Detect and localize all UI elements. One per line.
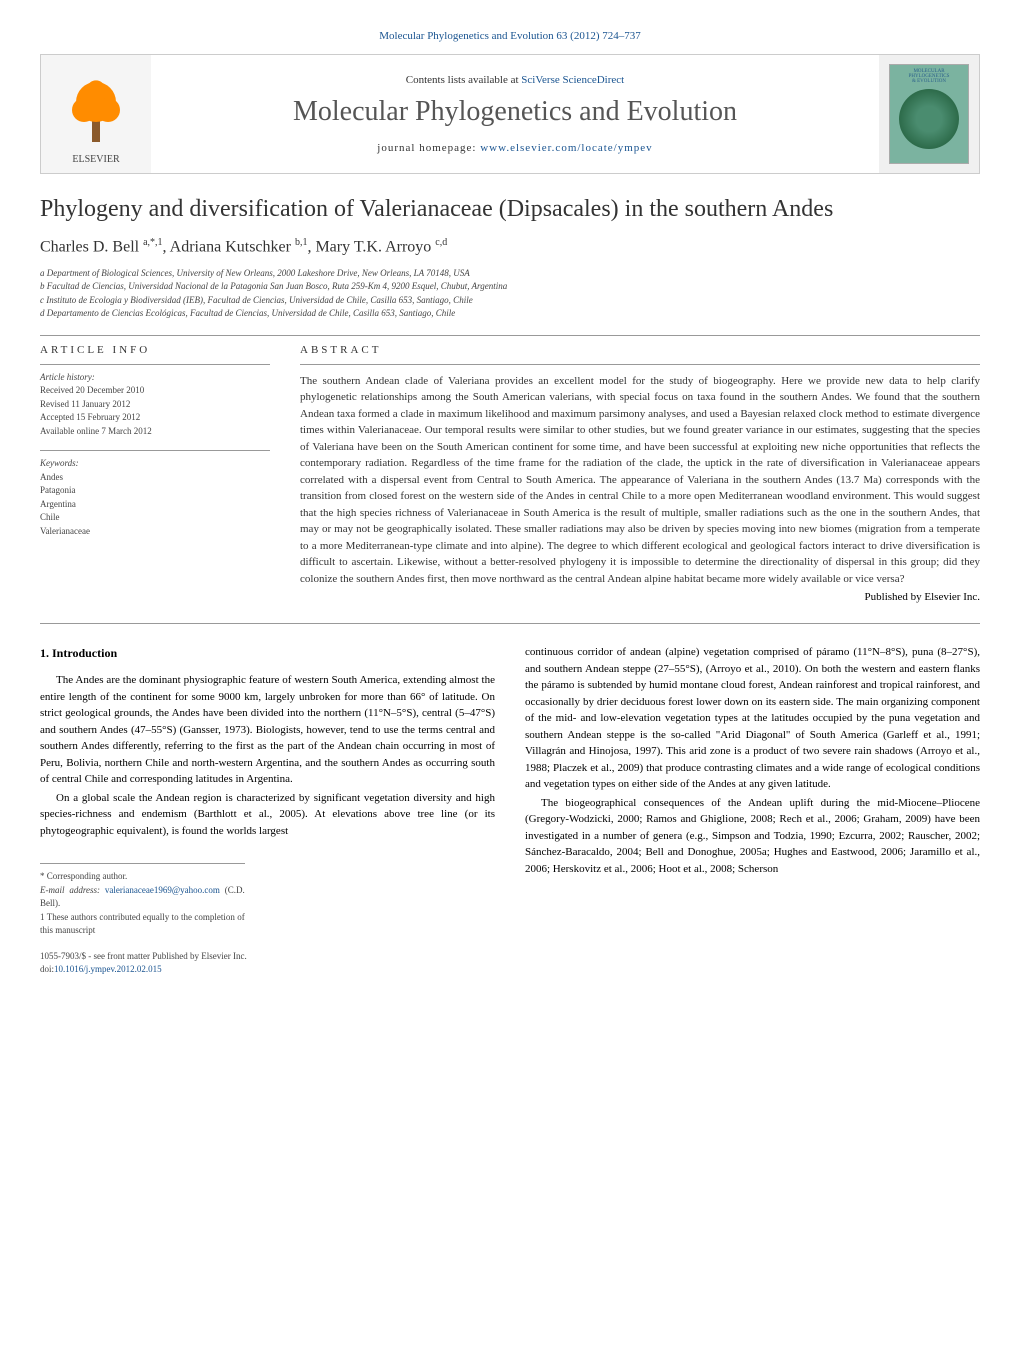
abstract-text: The southern Andean clade of Valeriana p… [300, 364, 980, 588]
affiliation-c: c Instituto de Ecologia y Biodiversidad … [40, 294, 980, 308]
history-revised: Revised 11 January 2012 [40, 398, 270, 412]
keyword-4: Valerianaceae [40, 525, 270, 539]
divider [40, 623, 980, 624]
banner-center: Contents lists available at SciVerse Sci… [151, 55, 879, 173]
divider [40, 335, 980, 336]
keywords-block: Keywords: Andes Patagonia Argentina Chil… [40, 450, 270, 538]
abstract-column: ABSTRACT The southern Andean clade of Va… [300, 344, 980, 604]
journal-banner: ELSEVIER Contents lists available at Sci… [40, 54, 980, 174]
article-info-column: ARTICLE INFO Article history: Received 2… [40, 344, 270, 604]
authors-line: Charles D. Bell a,*,1, Adriana Kutschker… [40, 237, 980, 256]
affiliation-a: a Department of Biological Sciences, Uni… [40, 267, 980, 281]
publisher-logo-box: ELSEVIER [41, 55, 151, 173]
affiliations-block: a Department of Biological Sciences, Uni… [40, 267, 980, 321]
journal-homepage-line: journal homepage: www.elsevier.com/locat… [171, 142, 859, 154]
contents-line: Contents lists available at SciVerse Sci… [171, 74, 859, 86]
article-history-block: Article history: Received 20 December 20… [40, 364, 270, 439]
affiliation-d: d Departamento de Ciencias Ecológicas, F… [40, 307, 980, 321]
doi-label: doi: [40, 964, 54, 974]
affiliation-b: b Facultad de Ciencias, Universidad Naci… [40, 280, 980, 294]
journal-name: Molecular Phylogenetics and Evolution [171, 96, 859, 128]
col2-para-2: The biogeographical consequences of the … [525, 795, 980, 878]
journal-cover-thumbnail: MOLECULAR PHYLOGENETICS & EVOLUTION [889, 64, 969, 164]
doi-link[interactable]: 10.1016/j.ympev.2012.02.015 [54, 964, 162, 974]
elsevier-tree-icon [56, 70, 136, 150]
keyword-2: Argentina [40, 498, 270, 512]
publisher-name: ELSEVIER [49, 154, 143, 165]
contents-prefix: Contents lists available at [406, 74, 521, 86]
keyword-1: Patagonia [40, 484, 270, 498]
history-accepted: Accepted 15 February 2012 [40, 411, 270, 425]
keywords-label: Keywords: [40, 457, 270, 471]
top-citation: Molecular Phylogenetics and Evolution 63… [40, 30, 980, 42]
footnote-corresponding: * Corresponding author. [40, 870, 245, 884]
homepage-prefix: journal homepage: [377, 142, 480, 154]
intro-para-2: On a global scale the Andean region is c… [40, 790, 495, 840]
footnote-email-line: E-mail address: valerianaceae1969@yahoo.… [40, 884, 245, 911]
keyword-0: Andes [40, 471, 270, 485]
footnote-1: 1 These authors contributed equally to t… [40, 911, 245, 938]
cover-line-2: & EVOLUTION [912, 79, 946, 84]
history-label: Article history: [40, 371, 270, 385]
history-received: Received 20 December 2010 [40, 384, 270, 398]
abstract-publisher-line: Published by Elsevier Inc. [300, 591, 980, 603]
homepage-link[interactable]: www.elsevier.com/locate/ympev [480, 142, 652, 154]
column-left: 1. Introduction The Andes are the domina… [40, 644, 495, 977]
main-two-column: 1. Introduction The Andes are the domina… [40, 644, 980, 977]
article-info-header: ARTICLE INFO [40, 344, 270, 356]
intro-para-1: The Andes are the dominant physiographic… [40, 672, 495, 788]
intro-heading: 1. Introduction [40, 644, 495, 662]
cover-graphic-icon [899, 89, 959, 149]
journal-cover-box: MOLECULAR PHYLOGENETICS & EVOLUTION [879, 55, 979, 173]
article-title: Phylogeny and diversification of Valeria… [40, 194, 980, 225]
footnotes-block: * Corresponding author. E-mail address: … [40, 863, 245, 938]
column-right: continuous corridor of andean (alpine) v… [525, 644, 980, 977]
abstract-header: ABSTRACT [300, 344, 980, 356]
email-link[interactable]: valerianaceae1969@yahoo.com [105, 885, 220, 895]
keyword-3: Chile [40, 511, 270, 525]
info-abstract-row: ARTICLE INFO Article history: Received 2… [40, 344, 980, 604]
col2-para-1: continuous corridor of andean (alpine) v… [525, 644, 980, 793]
doi-line: doi:10.1016/j.ympev.2012.02.015 [40, 963, 495, 977]
copyright-line: 1055-7903/$ - see front matter Published… [40, 950, 495, 964]
history-online: Available online 7 March 2012 [40, 425, 270, 439]
sciencedirect-link[interactable]: SciVerse ScienceDirect [521, 74, 624, 86]
bottom-meta: 1055-7903/$ - see front matter Published… [40, 950, 495, 977]
email-label: E-mail address: [40, 885, 105, 895]
